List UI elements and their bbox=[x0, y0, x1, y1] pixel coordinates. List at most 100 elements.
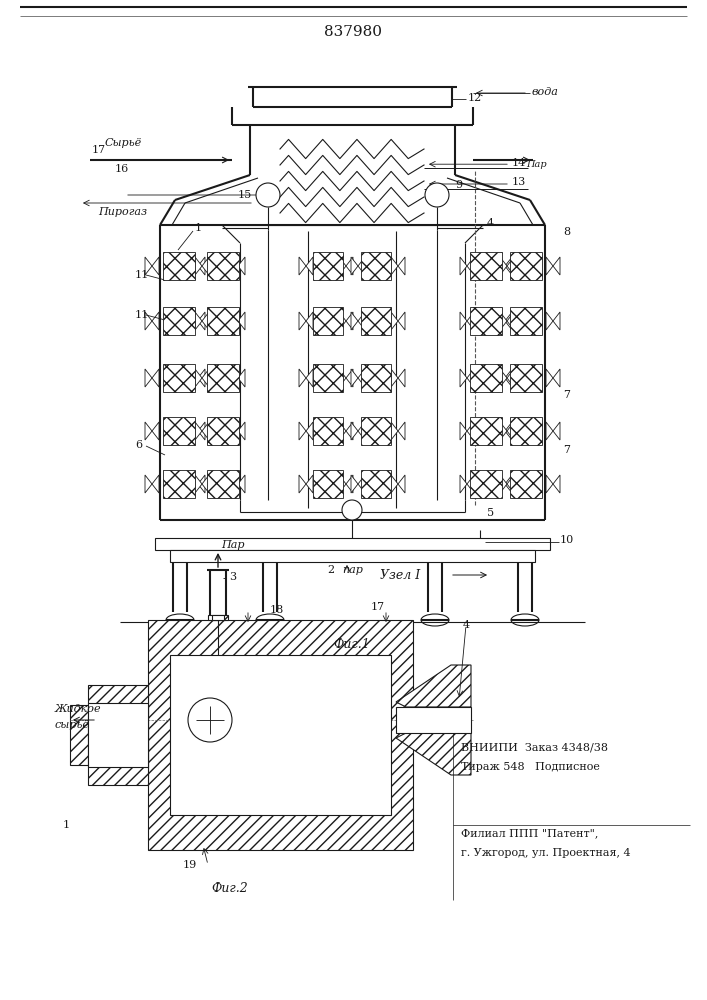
Bar bbox=[470, 417, 502, 445]
Polygon shape bbox=[505, 312, 512, 330]
Bar bbox=[88, 685, 148, 785]
Polygon shape bbox=[346, 312, 353, 330]
Polygon shape bbox=[195, 422, 202, 440]
Bar bbox=[207, 417, 239, 445]
Bar bbox=[510, 364, 542, 392]
Bar bbox=[361, 417, 391, 445]
Polygon shape bbox=[339, 369, 346, 387]
Polygon shape bbox=[339, 257, 346, 275]
Polygon shape bbox=[145, 422, 152, 440]
Bar bbox=[510, 252, 542, 280]
Polygon shape bbox=[351, 257, 358, 275]
Polygon shape bbox=[498, 369, 505, 387]
Bar bbox=[361, 364, 391, 392]
Bar bbox=[208, 615, 228, 620]
Polygon shape bbox=[398, 369, 405, 387]
Polygon shape bbox=[195, 475, 202, 493]
Polygon shape bbox=[202, 369, 209, 387]
Bar bbox=[148, 620, 413, 850]
Polygon shape bbox=[198, 422, 205, 440]
Polygon shape bbox=[396, 665, 471, 707]
Polygon shape bbox=[238, 422, 245, 440]
Polygon shape bbox=[467, 422, 474, 440]
Polygon shape bbox=[507, 475, 514, 493]
Bar bbox=[163, 307, 195, 335]
Polygon shape bbox=[346, 475, 353, 493]
Polygon shape bbox=[546, 475, 553, 493]
Polygon shape bbox=[351, 369, 358, 387]
Bar bbox=[313, 417, 343, 445]
Polygon shape bbox=[238, 312, 245, 330]
Polygon shape bbox=[391, 422, 398, 440]
Polygon shape bbox=[467, 475, 474, 493]
Polygon shape bbox=[391, 312, 398, 330]
Bar bbox=[155, 538, 550, 550]
Bar bbox=[510, 470, 542, 498]
Polygon shape bbox=[145, 312, 152, 330]
Polygon shape bbox=[460, 257, 467, 275]
Polygon shape bbox=[306, 422, 313, 440]
Polygon shape bbox=[358, 422, 365, 440]
Polygon shape bbox=[299, 475, 306, 493]
Text: I: I bbox=[348, 505, 352, 514]
Text: 10: 10 bbox=[560, 535, 574, 545]
Polygon shape bbox=[553, 422, 560, 440]
Polygon shape bbox=[358, 312, 365, 330]
Bar bbox=[207, 470, 239, 498]
Bar bbox=[470, 364, 502, 392]
Text: 6: 6 bbox=[135, 440, 142, 450]
Text: 837980: 837980 bbox=[324, 25, 382, 39]
Polygon shape bbox=[505, 422, 512, 440]
Polygon shape bbox=[306, 257, 313, 275]
Text: Филиал ППП "Патент",: Филиал ППП "Патент", bbox=[461, 828, 598, 838]
Text: 1: 1 bbox=[195, 223, 202, 233]
Polygon shape bbox=[231, 422, 238, 440]
Text: 3: 3 bbox=[229, 572, 236, 582]
Polygon shape bbox=[346, 257, 353, 275]
Polygon shape bbox=[152, 312, 159, 330]
Polygon shape bbox=[467, 369, 474, 387]
Polygon shape bbox=[339, 475, 346, 493]
Polygon shape bbox=[231, 312, 238, 330]
Bar bbox=[510, 307, 542, 335]
Text: Пирогаз: Пирогаз bbox=[98, 207, 147, 217]
Polygon shape bbox=[231, 475, 238, 493]
Text: пар: пар bbox=[342, 565, 363, 575]
Bar bbox=[163, 417, 195, 445]
Text: Пар: Пар bbox=[526, 160, 547, 169]
Text: 4: 4 bbox=[487, 218, 494, 228]
Ellipse shape bbox=[166, 614, 194, 626]
Polygon shape bbox=[460, 475, 467, 493]
Polygon shape bbox=[306, 475, 313, 493]
Text: 14: 14 bbox=[512, 158, 526, 168]
Polygon shape bbox=[507, 257, 514, 275]
Polygon shape bbox=[299, 312, 306, 330]
Polygon shape bbox=[152, 257, 159, 275]
Polygon shape bbox=[500, 312, 507, 330]
Text: г. Ужгород, ул. Проектная, 4: г. Ужгород, ул. Проектная, 4 bbox=[461, 848, 631, 858]
Polygon shape bbox=[198, 312, 205, 330]
Bar bbox=[313, 364, 343, 392]
Polygon shape bbox=[346, 369, 353, 387]
Polygon shape bbox=[507, 422, 514, 440]
Polygon shape bbox=[299, 257, 306, 275]
Text: 18: 18 bbox=[270, 605, 284, 615]
Polygon shape bbox=[202, 475, 209, 493]
Polygon shape bbox=[391, 257, 398, 275]
Text: 9: 9 bbox=[455, 180, 462, 190]
Polygon shape bbox=[460, 369, 467, 387]
Polygon shape bbox=[198, 257, 205, 275]
Polygon shape bbox=[358, 257, 365, 275]
Ellipse shape bbox=[511, 614, 539, 626]
Text: Узел I: Узел I bbox=[380, 569, 420, 582]
Polygon shape bbox=[553, 475, 560, 493]
Bar bbox=[212, 615, 224, 620]
Polygon shape bbox=[460, 312, 467, 330]
Bar bbox=[88, 703, 148, 767]
Polygon shape bbox=[238, 369, 245, 387]
Polygon shape bbox=[505, 475, 512, 493]
Text: 1: 1 bbox=[63, 820, 70, 830]
Text: 7: 7 bbox=[563, 445, 570, 455]
Text: 7: 7 bbox=[563, 390, 570, 400]
Bar bbox=[470, 470, 502, 498]
